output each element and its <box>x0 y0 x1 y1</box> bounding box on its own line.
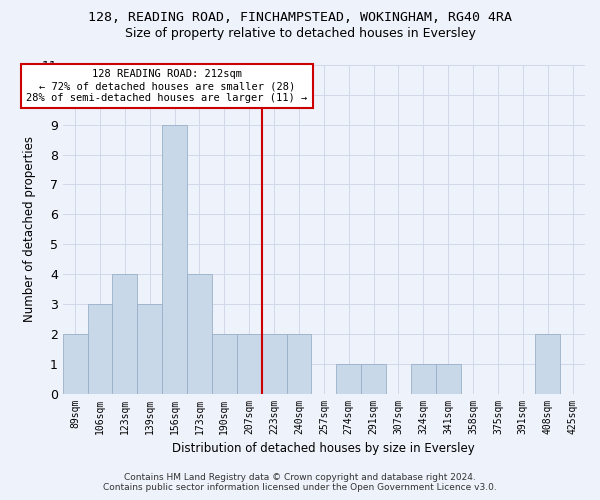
Bar <box>535 334 560 394</box>
Bar <box>88 304 112 394</box>
Text: Contains HM Land Registry data © Crown copyright and database right 2024.
Contai: Contains HM Land Registry data © Crown c… <box>103 473 497 492</box>
Bar <box>436 364 461 394</box>
Bar <box>262 334 287 394</box>
X-axis label: Distribution of detached houses by size in Eversley: Distribution of detached houses by size … <box>172 442 475 455</box>
Text: 128 READING ROAD: 212sqm
← 72% of detached houses are smaller (28)
28% of semi-d: 128 READING ROAD: 212sqm ← 72% of detach… <box>26 70 308 102</box>
Bar <box>336 364 361 394</box>
Bar <box>162 124 187 394</box>
Bar <box>212 334 237 394</box>
Bar <box>361 364 386 394</box>
Text: 128, READING ROAD, FINCHAMPSTEAD, WOKINGHAM, RG40 4RA: 128, READING ROAD, FINCHAMPSTEAD, WOKING… <box>88 11 512 24</box>
Bar <box>112 274 137 394</box>
Bar <box>287 334 311 394</box>
Bar <box>187 274 212 394</box>
Bar <box>137 304 162 394</box>
Y-axis label: Number of detached properties: Number of detached properties <box>23 136 37 322</box>
Text: Size of property relative to detached houses in Eversley: Size of property relative to detached ho… <box>125 28 475 40</box>
Bar <box>237 334 262 394</box>
Bar <box>62 334 88 394</box>
Bar <box>411 364 436 394</box>
